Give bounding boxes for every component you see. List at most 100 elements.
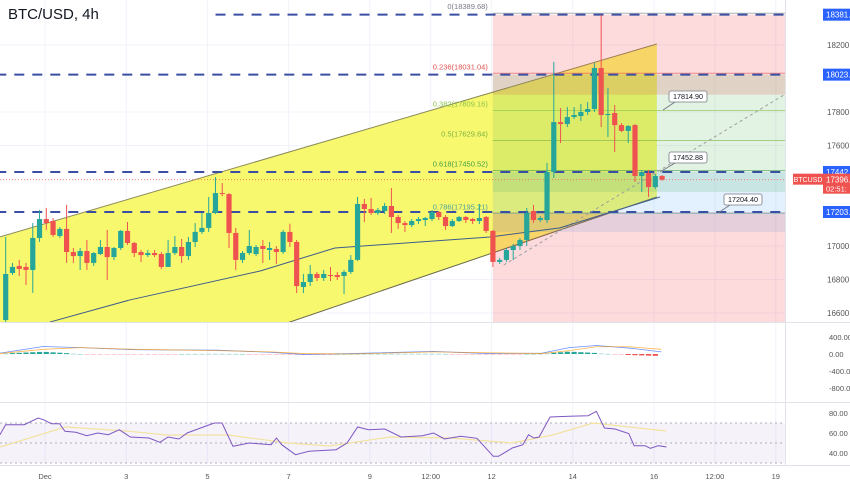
candle [341,269,347,295]
candle-body [70,252,76,257]
candle [118,229,124,251]
candle [537,216,543,223]
candle [422,217,428,227]
candle [578,103,584,122]
candle-body [476,218,482,222]
candle [111,247,117,261]
macd-histogram-bar [639,354,645,356]
candle-body [321,273,327,278]
candle-body [131,242,137,254]
candle [388,188,394,233]
macd-histogram-bar [510,354,516,355]
rsi-band [0,423,785,463]
time-axis-label: 9 [368,472,372,481]
candle [30,223,36,293]
candle-body [294,241,300,287]
candle-body [442,217,449,227]
candle-body [348,259,354,272]
candle-body [91,253,97,263]
candle [402,221,408,232]
level-price-tag-label: 17203. [826,208,850,217]
macd-axis-label: -800.0 [829,384,850,393]
macd-histogram-bar [111,354,117,355]
candle [618,123,625,133]
macd-histogram-bar [280,354,286,355]
candle-body [382,205,388,211]
candle-body [395,217,401,224]
rsi-axis-label: 80.00 [829,409,848,418]
candle [456,216,462,223]
candle-body [436,211,442,218]
candle [294,239,300,294]
macd-histogram-bar [578,352,584,354]
candle-body [544,171,550,221]
candle-body [36,219,43,238]
position-zone [492,14,785,95]
macd-signal-line [0,346,662,355]
candle [395,215,401,229]
macd-histogram-bar [503,354,510,355]
chart-title: BTC/USD, 4h [8,6,99,23]
candle [510,243,516,261]
macd-histogram-bar [361,353,367,355]
time-axis-label: 16 [650,472,658,481]
macd-histogram-bar [557,352,564,354]
time-axis-label: 12:00 [421,472,440,481]
candle [483,216,489,233]
callout-price-label: 17452.88 [673,153,703,162]
macd-histogram-bar [382,353,388,355]
macd-histogram-bar [632,354,638,356]
candle [9,262,16,275]
callout-leader [662,101,676,111]
candle-body [605,114,611,116]
macd-histogram-bar [91,354,97,355]
candle [43,207,49,230]
macd-histogram-bar [138,354,144,355]
candle-body [517,239,523,246]
time-axis-label: 7 [287,472,291,481]
rsi-axis-label: 60.00 [829,429,848,438]
macd-histogram-bar [429,353,435,355]
candle-body [43,219,49,224]
macd-histogram-bar [77,353,83,355]
macd-histogram-bar [185,353,191,355]
candle [442,215,449,230]
candle [469,218,476,225]
candle [233,227,239,270]
candle [151,250,158,258]
candle-body [185,241,191,257]
macd-histogram-bar [476,354,482,355]
macd-histogram-bar [131,354,137,355]
callout-leader [659,162,676,173]
candle-body [118,230,124,249]
candle-body [510,246,516,251]
level-price-tag-label: 18381. [826,11,850,20]
price-axis-label: 17800. [827,108,850,117]
current-price-tag [823,173,850,194]
callout-box [668,151,708,164]
candle [172,235,178,256]
candle [598,15,604,128]
candle-body [659,175,665,180]
candle-body [233,232,239,260]
candle-body [30,237,36,270]
callout-leader [717,204,731,214]
candle [273,246,279,264]
candle-body [300,282,307,288]
macd-histogram-bar [172,354,178,355]
macd-histogram-bar [537,353,543,355]
level-price-tag [823,205,850,218]
candle [321,269,327,282]
candle [368,197,374,216]
candle [517,237,523,251]
macd-histogram-bar [233,353,239,355]
macd-histogram-bar [490,354,496,355]
candle [524,207,530,246]
candle-body [124,230,131,243]
candle-body [172,247,178,254]
candle-body [16,265,22,269]
time-axis-label: 19 [772,472,780,481]
symbol-tag-label: BTCUSD [794,177,823,184]
candle [104,229,110,281]
